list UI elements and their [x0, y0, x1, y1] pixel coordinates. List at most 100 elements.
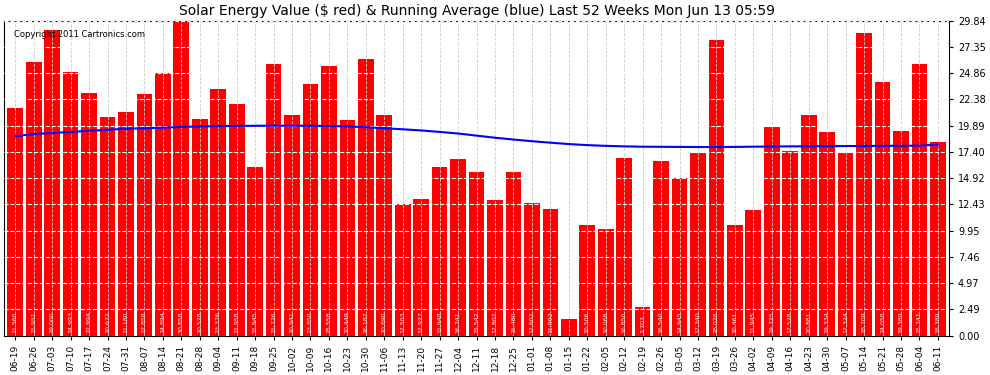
Bar [782, 151, 798, 336]
Bar [26, 62, 42, 336]
Bar [7, 108, 23, 336]
Text: 28.709: 28.709 [861, 312, 866, 333]
Bar [820, 132, 835, 336]
Text: 25.741: 25.741 [917, 312, 922, 333]
Text: 17.528: 17.528 [788, 312, 793, 333]
Text: 16.741: 16.741 [455, 312, 460, 333]
Bar [874, 82, 890, 336]
Text: 21.180: 21.180 [124, 312, 129, 333]
Bar [395, 204, 411, 336]
Bar [118, 112, 134, 336]
Text: 22.994: 22.994 [86, 312, 91, 333]
Text: 15.945: 15.945 [252, 312, 257, 333]
Text: 12.503: 12.503 [400, 312, 405, 333]
Text: 19.334: 19.334 [825, 312, 830, 333]
Bar [340, 120, 355, 336]
Text: 19.389: 19.389 [899, 312, 904, 333]
Bar [579, 225, 595, 336]
Bar [690, 153, 706, 336]
Bar [635, 307, 650, 336]
Bar [543, 209, 558, 336]
Bar [137, 94, 152, 336]
Bar [912, 64, 928, 336]
Text: 20.672: 20.672 [105, 312, 110, 333]
Text: 22.858: 22.858 [142, 312, 147, 333]
Bar [506, 172, 522, 336]
Text: 10.461: 10.461 [733, 312, 738, 333]
Bar [265, 64, 281, 336]
Bar [321, 66, 337, 336]
Text: 16.850: 16.850 [622, 312, 627, 333]
Text: 18.389: 18.389 [936, 312, 940, 333]
Bar [617, 158, 632, 336]
Bar [838, 153, 853, 336]
Text: 10.068: 10.068 [603, 312, 608, 333]
Text: 12.927: 12.927 [419, 312, 424, 333]
Text: 21.560: 21.560 [13, 312, 18, 333]
Text: 20.528: 20.528 [197, 312, 202, 333]
Text: 12.802: 12.802 [492, 312, 498, 333]
Text: 17.324: 17.324 [843, 312, 848, 333]
Bar [468, 172, 484, 336]
Bar [709, 40, 725, 336]
Text: 21.958: 21.958 [235, 312, 240, 333]
Bar [358, 59, 373, 336]
Text: 20.941: 20.941 [289, 312, 294, 333]
Text: 20.890: 20.890 [382, 312, 387, 333]
Bar [561, 319, 576, 336]
Text: 20.449: 20.449 [345, 312, 349, 333]
Text: 23.850: 23.850 [308, 312, 313, 333]
Bar [487, 201, 503, 336]
Bar [155, 73, 170, 336]
Title: Solar Energy Value ($ red) & Running Average (blue) Last 52 Weeks Mon Jun 13 05:: Solar Energy Value ($ red) & Running Ave… [178, 4, 774, 18]
Text: 11.992: 11.992 [547, 312, 552, 333]
Bar [671, 178, 687, 336]
Text: 25.726: 25.726 [271, 312, 276, 333]
Bar [210, 89, 226, 336]
Bar [801, 115, 817, 336]
Bar [856, 33, 872, 336]
Text: 25.951: 25.951 [32, 312, 37, 333]
Text: 23.376: 23.376 [216, 312, 221, 333]
Bar [930, 141, 945, 336]
Text: 16.540: 16.540 [658, 312, 663, 333]
Text: 20.881: 20.881 [806, 312, 811, 333]
Text: 2.707: 2.707 [641, 316, 645, 333]
Text: 12.602: 12.602 [530, 312, 535, 333]
Text: 28.028: 28.028 [714, 312, 719, 333]
Text: 24.894: 24.894 [160, 312, 165, 333]
Bar [414, 199, 429, 336]
Text: 25.558: 25.558 [327, 312, 332, 333]
Bar [653, 161, 669, 336]
Bar [376, 115, 392, 336]
Text: 14.945: 14.945 [677, 312, 682, 333]
Bar [764, 128, 780, 336]
Bar [81, 93, 97, 336]
Bar [62, 72, 78, 336]
Bar [745, 210, 761, 336]
Text: 15.542: 15.542 [474, 312, 479, 333]
Text: 29.000: 29.000 [50, 312, 54, 333]
Text: Copyright 2011 Cartronics.com: Copyright 2011 Cartronics.com [14, 30, 145, 39]
Bar [192, 119, 208, 336]
Text: 17.340: 17.340 [696, 312, 701, 333]
Bar [432, 167, 447, 336]
Text: 15.948: 15.948 [438, 312, 443, 333]
Text: 26.187: 26.187 [363, 312, 368, 333]
Bar [727, 225, 742, 336]
Bar [598, 230, 614, 336]
Bar [229, 104, 245, 336]
Bar [303, 84, 319, 336]
Bar [284, 115, 300, 336]
Text: 30.858: 30.858 [179, 312, 184, 333]
Bar [100, 117, 116, 336]
Text: 24.993: 24.993 [68, 312, 73, 333]
Bar [173, 10, 189, 336]
Text: 19.725: 19.725 [769, 312, 774, 333]
Text: 24.058: 24.058 [880, 312, 885, 333]
Bar [450, 159, 466, 336]
Bar [248, 167, 263, 336]
Text: 11.945: 11.945 [750, 312, 755, 333]
Bar [893, 131, 909, 336]
Text: 10.506: 10.506 [585, 312, 590, 333]
